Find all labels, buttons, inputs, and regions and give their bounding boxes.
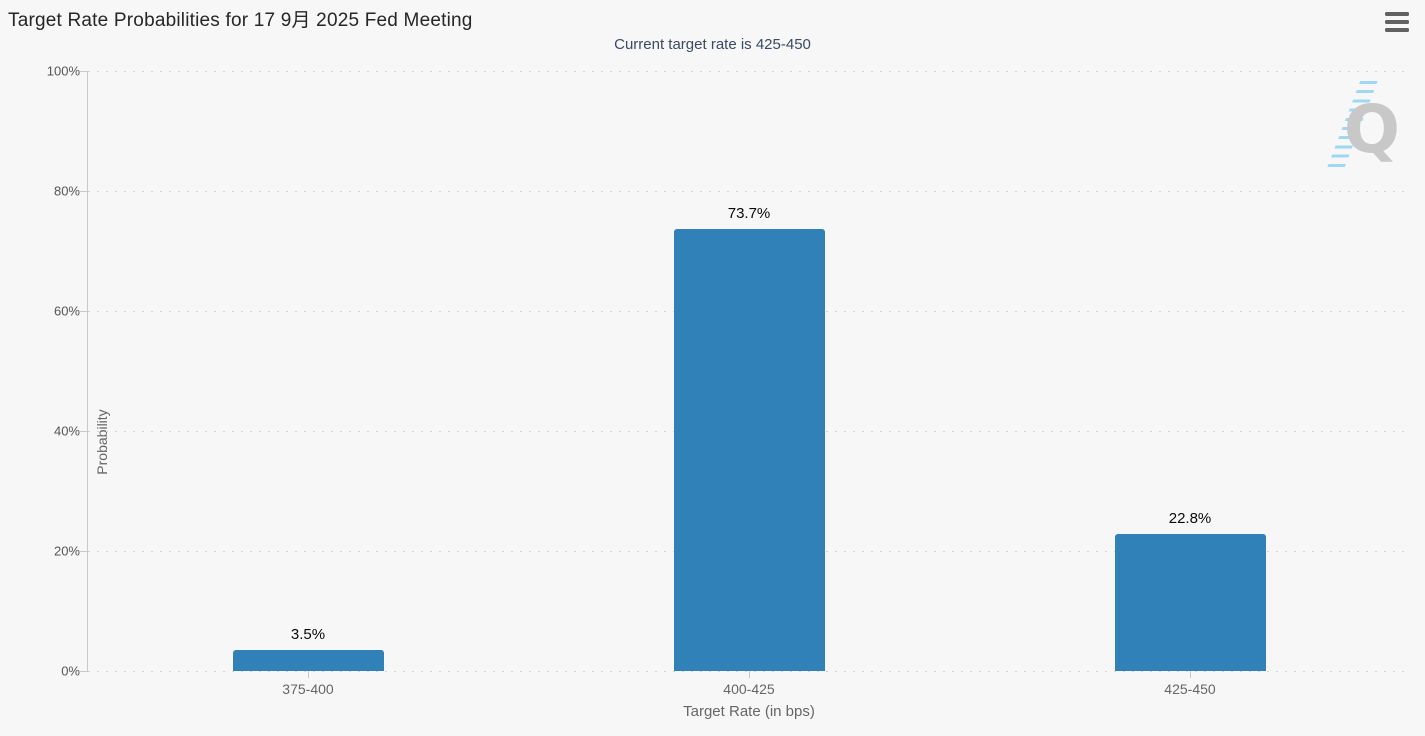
bar-value-label: 22.8%: [1168, 510, 1212, 527]
y-tick-label: 0%: [61, 663, 80, 679]
y-axis-tick: [80, 671, 88, 672]
bar-value-label: 73.7%: [727, 205, 771, 222]
watermark-logo: Q: [1322, 75, 1400, 173]
hamburger-menu-icon: [1385, 12, 1409, 16]
context-menu-button[interactable]: [1383, 10, 1411, 34]
y-axis-tick: [80, 191, 88, 192]
y-axis-tick: [80, 551, 88, 552]
y-axis-title: Probability: [94, 409, 110, 475]
x-category-label: 425-450: [1164, 681, 1216, 697]
x-category-label: 400-425: [723, 681, 775, 697]
y-axis-tick: [80, 431, 88, 432]
bar-value-label: 3.5%: [290, 626, 326, 643]
hamburger-menu-icon: [1385, 28, 1409, 32]
y-axis-line: [87, 71, 88, 671]
y-tick-label: 20%: [53, 543, 80, 559]
x-axis-tick: [308, 671, 309, 678]
chart-subtitle: Current target rate is 425-450: [614, 36, 811, 53]
y-axis-tick: [80, 311, 88, 312]
bar-375-400[interactable]: [232, 650, 384, 671]
y-gridline: [88, 71, 1410, 72]
watermark-stripes-icon: [1326, 81, 1378, 169]
y-tick-label: 40%: [53, 423, 80, 439]
y-axis-tick: [80, 71, 88, 72]
x-axis-tick: [749, 671, 750, 678]
x-category-label: 375-400: [282, 681, 334, 697]
hamburger-menu-icon: [1385, 20, 1409, 24]
y-tick-label: 100%: [46, 63, 80, 79]
x-axis-tick: [1190, 671, 1191, 678]
watermark-q-icon: Q: [1343, 91, 1400, 168]
bar-425-450[interactable]: [1114, 534, 1266, 671]
x-axis-title: Target Rate (in bps): [683, 703, 815, 720]
y-gridline: [88, 191, 1410, 192]
bar-400-425[interactable]: [673, 229, 825, 671]
plot-area: Probability Target Rate (in bps) 0% 20% 40…: [47, 64, 1410, 720]
y-tick-label: 80%: [53, 183, 80, 199]
y-tick-label: 60%: [53, 303, 80, 319]
chart-title: Target Rate Probabilities for 17 9月 2025…: [8, 10, 473, 31]
